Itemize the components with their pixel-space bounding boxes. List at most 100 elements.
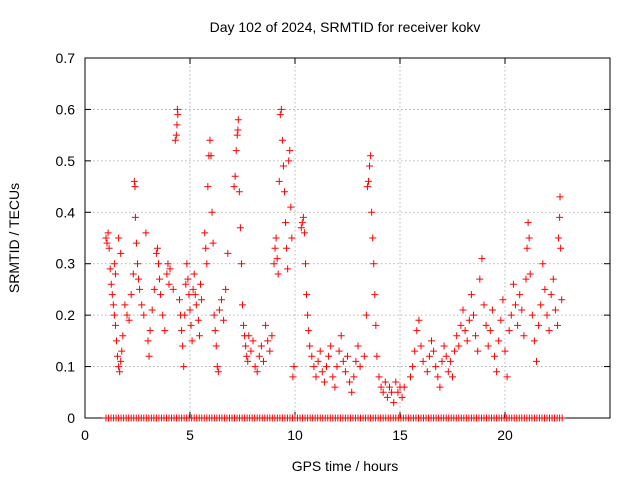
data-point [203, 260, 211, 268]
data-point [104, 229, 112, 237]
data-point [491, 352, 498, 360]
data-point [260, 357, 267, 365]
grid-lines [85, 58, 610, 418]
data-point [116, 368, 124, 376]
data-point [182, 280, 190, 288]
data-point [176, 296, 183, 304]
data-point [523, 244, 531, 252]
data-point [303, 291, 311, 299]
data-point [287, 203, 295, 211]
data-point [541, 285, 549, 293]
data-point [134, 260, 141, 268]
data-point [107, 280, 115, 288]
y-tick-label: 0.3 [56, 256, 76, 272]
data-point [327, 342, 335, 350]
data-point [264, 337, 272, 345]
data-point [142, 229, 150, 237]
data-point [271, 244, 279, 252]
data-point [365, 177, 372, 185]
data-point [288, 234, 296, 242]
data-point [231, 172, 239, 180]
data-point [179, 342, 187, 350]
data-point [132, 239, 140, 247]
data-point [108, 291, 116, 299]
data-point [497, 316, 505, 324]
data-point [110, 260, 118, 268]
data-point [194, 316, 202, 324]
data-point [115, 363, 123, 371]
data-point [419, 357, 427, 365]
data-point [390, 399, 398, 407]
data-point [484, 342, 492, 350]
data-point [302, 260, 309, 268]
data-point [279, 162, 287, 170]
data-point [183, 260, 191, 268]
data-point [503, 373, 511, 381]
data-point [171, 136, 179, 144]
data-point [207, 152, 215, 160]
data-point [344, 352, 351, 360]
data-point [266, 347, 274, 355]
data-point [367, 152, 375, 160]
data-points [102, 105, 566, 422]
data-point [286, 147, 294, 155]
data-point [407, 373, 414, 381]
data-point [379, 388, 387, 396]
data-point [213, 363, 221, 371]
data-point [202, 244, 210, 252]
data-point [169, 285, 177, 293]
data-point [360, 352, 368, 360]
data-point [430, 347, 438, 355]
data-point [172, 131, 180, 139]
data-point [117, 357, 125, 365]
data-point [528, 311, 536, 319]
data-point [166, 265, 174, 273]
data-point [323, 363, 330, 371]
data-point [150, 285, 158, 293]
y-tick-label: 0.2 [56, 307, 76, 323]
data-point [283, 244, 291, 252]
data-point [314, 357, 322, 365]
data-point-zero [558, 414, 566, 422]
data-point [509, 280, 517, 288]
y-tick-label: 0.1 [56, 359, 76, 375]
data-point [214, 368, 222, 376]
data-point [352, 357, 360, 365]
data-point [272, 234, 280, 242]
data-point [184, 275, 192, 283]
data-point [442, 352, 450, 360]
data-point [499, 296, 507, 304]
data-point [446, 357, 454, 365]
data-point [423, 368, 431, 376]
data-point [204, 183, 212, 191]
data-point [102, 234, 110, 242]
data-point [186, 306, 194, 314]
data-point [300, 229, 308, 237]
data-point [220, 316, 228, 324]
data-point [276, 111, 284, 119]
data-point [106, 265, 114, 273]
data-point [331, 383, 339, 391]
data-point [551, 306, 559, 314]
data-point [470, 311, 477, 319]
data-point [235, 188, 243, 196]
data-point [392, 378, 400, 386]
data-point [525, 234, 533, 242]
data-point [136, 285, 144, 293]
data-point [539, 260, 547, 268]
data-point [507, 311, 515, 319]
data-point [208, 208, 216, 216]
data-point [449, 373, 456, 381]
y-tick-label: 0.6 [56, 101, 76, 117]
data-point [121, 301, 129, 309]
data-point [156, 275, 164, 283]
data-point [212, 342, 220, 350]
data-point [356, 363, 364, 371]
data-point [152, 249, 160, 257]
data-point [371, 291, 379, 299]
data-point [383, 393, 391, 401]
data-point [518, 306, 526, 314]
axis-ticks: 0 0.1 0.2 0.3 0.4 0.5 0.6 0.7 0 5 10 15 20 [56, 50, 610, 443]
